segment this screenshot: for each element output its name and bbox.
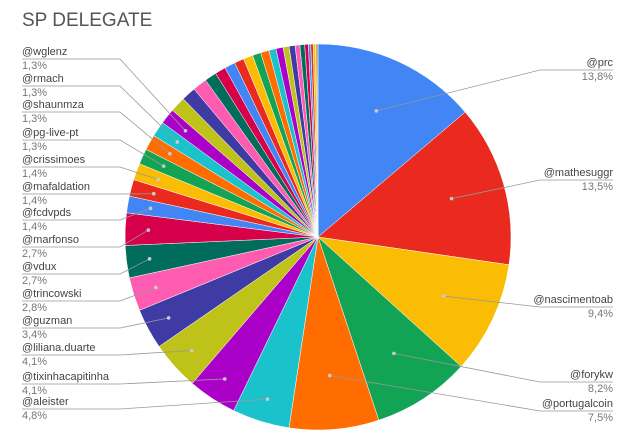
slice-value-label: 9,4% <box>588 308 613 320</box>
pie-slice <box>317 236 462 421</box>
leader-line <box>22 258 150 275</box>
pie-slice <box>317 236 510 367</box>
leader-line <box>22 166 159 180</box>
slice-value-label: 1,4% <box>22 168 47 180</box>
leader-dot <box>161 164 166 168</box>
leader-line <box>376 69 613 112</box>
slice-label: @rmach <box>22 73 64 85</box>
leader-line <box>393 352 613 383</box>
slice-label: @prc <box>587 57 614 69</box>
leader-line <box>22 287 156 302</box>
chart-title: SP DELEGATE <box>22 10 152 31</box>
leader-dot <box>166 316 171 320</box>
leader-dot <box>146 228 151 232</box>
leader-dot <box>265 397 270 401</box>
pie-slice <box>317 43 466 238</box>
slice-value-label: 3,4% <box>22 329 47 341</box>
slice-value-label: 1,4% <box>22 195 47 207</box>
slice-value-label: 13,5% <box>582 181 613 193</box>
slice-label: @fcdvpds <box>22 207 72 219</box>
slice-label: @mafaldation <box>22 181 90 193</box>
slice-label: @mathesuggr <box>544 167 614 179</box>
leader-dot <box>222 377 227 381</box>
leader-line <box>22 111 171 155</box>
leader-dot <box>183 129 188 133</box>
leader-dot <box>168 151 172 156</box>
leader-line <box>329 375 613 412</box>
leader-dot <box>147 257 152 261</box>
slice-value-label: 4,1% <box>22 385 47 397</box>
slice-label: @wglenz <box>22 46 67 58</box>
slice-label: @tixinhacapitinha <box>22 371 110 383</box>
leader-line <box>22 398 268 410</box>
pie-slice <box>317 111 512 266</box>
leader-line <box>22 378 225 385</box>
leader-line <box>22 350 192 356</box>
pie-slice <box>316 43 319 238</box>
slice-value-label: 1,3% <box>22 87 47 99</box>
slice-label: @aleister <box>22 396 69 408</box>
slice-label: @forykw <box>570 369 613 381</box>
leader-line <box>22 317 169 329</box>
slice-label: @guzman <box>22 315 72 327</box>
slice-label: @portugalcoin <box>542 398 613 410</box>
slice-label: @pg-live-pt <box>22 127 78 139</box>
leader-line <box>451 179 613 200</box>
leader-dot <box>189 348 194 353</box>
leader-dot <box>151 191 156 196</box>
leader-dot <box>441 294 446 298</box>
slice-value-label: 1,4% <box>22 221 47 233</box>
slice-value-label: 1,3% <box>22 113 47 125</box>
slice-label: @marfonso <box>22 234 79 246</box>
leader-dot <box>148 206 153 211</box>
slice-value-label: 7,5% <box>588 412 613 424</box>
slice-value-label: 1,3% <box>22 60 47 72</box>
leader-line <box>22 139 164 167</box>
slice-label: @nascimentoab <box>533 294 613 306</box>
leader-dot <box>392 351 396 356</box>
leader-dot <box>327 373 332 378</box>
leader-dot <box>374 109 379 113</box>
leader-line <box>22 229 149 248</box>
leader-dot <box>449 196 454 201</box>
leader-line <box>443 295 613 308</box>
slice-label: @liliana.duarte <box>22 342 96 354</box>
leader-line <box>22 58 186 132</box>
leader-line <box>22 85 178 143</box>
slice-label: @crissimoes <box>22 154 86 166</box>
slice-label: @shaunmza <box>22 99 85 111</box>
slice-value-label: 2,8% <box>22 302 47 314</box>
leader-dot <box>175 140 180 144</box>
leader-dot <box>156 177 161 182</box>
slice-label: @vdux <box>22 261 57 273</box>
slice-value-label: 8,2% <box>588 383 613 395</box>
slice-label: @trincowski <box>22 288 81 300</box>
slice-value-label: 13,8% <box>582 71 613 83</box>
leader-dot <box>154 285 158 290</box>
slice-value-label: 4,8% <box>22 410 47 422</box>
slice-value-label: 2,7% <box>22 248 47 260</box>
slice-value-label: 2,7% <box>22 275 47 287</box>
leader-line <box>22 207 151 221</box>
slice-value-label: 4,1% <box>22 356 47 368</box>
slice-value-label: 1,3% <box>22 141 47 153</box>
